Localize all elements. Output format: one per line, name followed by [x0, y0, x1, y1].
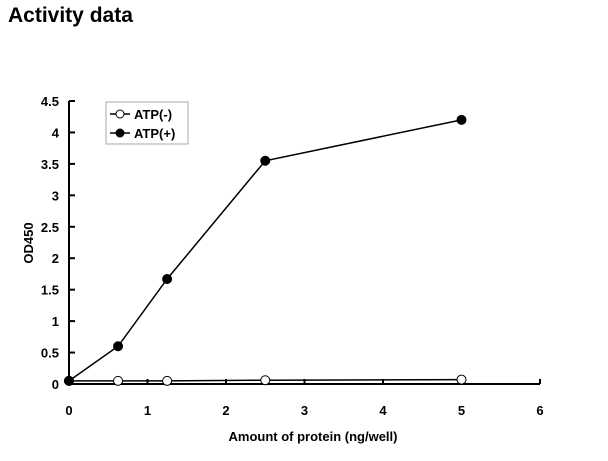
x-tick-label: 1 — [144, 403, 151, 418]
legend-marker-1 — [115, 128, 125, 138]
x-tick-label: 0 — [65, 403, 72, 418]
y-tick-label: 3.5 — [41, 157, 59, 172]
y-tick-label: 2 — [52, 251, 59, 266]
y-tick-label: 4.5 — [41, 94, 59, 109]
legend-marker-0 — [115, 109, 125, 119]
y-tick-label: 1.5 — [41, 283, 59, 298]
data-point-1-3 — [260, 155, 271, 166]
y-axis-label: OD450 — [21, 222, 36, 263]
data-point-1-0 — [64, 375, 74, 386]
data-point-0-3 — [260, 375, 271, 386]
data-point-1-1 — [113, 341, 124, 352]
y-tick-label: 0.5 — [41, 346, 59, 361]
y-tick-label: 4 — [52, 125, 60, 140]
legend: ATP(-) ATP(+) — [105, 101, 189, 145]
y-tick-label: 3 — [52, 188, 59, 203]
x-axis-label: Amount of protein (ng/well) — [229, 429, 398, 444]
data-point-0-4 — [456, 374, 467, 385]
x-tick-label: 6 — [536, 403, 543, 418]
x-tick-label: 3 — [301, 403, 308, 418]
y-tick-label: 2.5 — [41, 220, 59, 235]
x-tick-label: 4 — [379, 403, 387, 418]
legend-label: ATP(-) — [134, 107, 172, 122]
page-title: Activity data — [8, 4, 133, 27]
data-point-1-2 — [162, 273, 173, 284]
data-point-1-4 — [456, 114, 467, 125]
y-tick-label: 0 — [52, 377, 59, 392]
x-tick-label: 5 — [458, 403, 465, 418]
y-tick-label: 1 — [52, 314, 59, 329]
data-point-0-2 — [162, 375, 173, 386]
x-tick-label: 2 — [222, 403, 229, 418]
data-point-0-1 — [113, 375, 124, 386]
legend-label: ATP(+) — [134, 126, 175, 141]
